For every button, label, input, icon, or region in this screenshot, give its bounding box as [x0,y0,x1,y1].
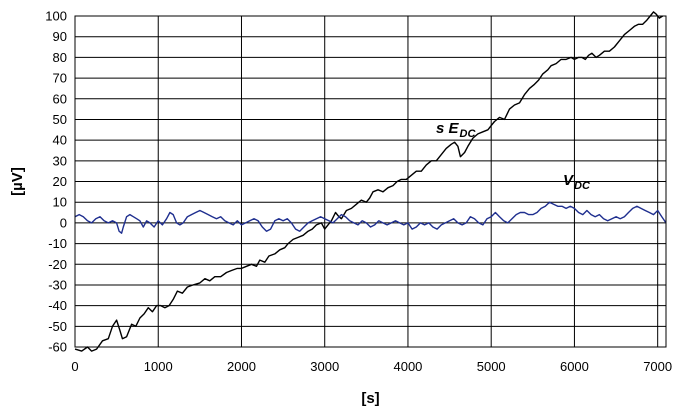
y-tick-label: 0 [60,215,67,230]
x-tick-label: 1000 [144,359,173,374]
y-tick-label: -50 [48,319,67,334]
x-tick-label: 5000 [477,359,506,374]
y-tick-label: -10 [48,236,67,251]
y-tick-label: -30 [48,277,67,292]
y-tick-label: 30 [53,153,67,168]
y-tick-label: -40 [48,298,67,313]
y-tick-label: -20 [48,257,67,272]
series-label-s-e-dc-sub: DC [460,128,477,140]
y-tick-label: 100 [45,9,67,24]
series-line-s-e-dc [74,11,664,352]
series-label-v-dc: VDC [563,172,591,192]
x-tick-label: 3000 [310,359,339,374]
y-tick-label: 50 [53,112,67,127]
x-axis-label: [s] [361,390,379,407]
y-tick-label: 80 [53,50,67,65]
y-tick-label: 70 [53,71,67,86]
x-tick-label: 6000 [560,359,589,374]
x-tick-labels: 0 1000 2000 3000 4000 5000 6000 7000 [71,359,672,374]
series-layer [74,11,667,352]
x-tick-label: 7000 [643,359,672,374]
y-tick-label: 20 [53,174,67,189]
y-tick-label: 60 [53,91,67,106]
series-label-v-dc-sub: DC [574,180,591,192]
series-label-s-e-dc: s EDC [436,120,476,140]
y-tick-label: 90 [53,29,67,44]
x-tick-label: 0 [71,359,78,374]
y-tick-label: 10 [53,195,67,210]
plot-frame [74,15,667,348]
y-tick-label: 40 [53,133,67,148]
series-line-v-dc [74,201,667,234]
y-axis-label: [µV] [9,167,26,196]
series-label-v-dc-main: V [563,172,575,189]
x-tick-label: 4000 [393,359,422,374]
y-tick-labels: -60 -50 -40 -30 -20 -10 0 10 20 30 40 50 60 70 80 90 100 [45,9,67,355]
y-tick-label: -60 [48,340,67,355]
series-label-s-e-dc-main: s E [436,120,460,137]
x-tick-label: 2000 [227,359,256,374]
